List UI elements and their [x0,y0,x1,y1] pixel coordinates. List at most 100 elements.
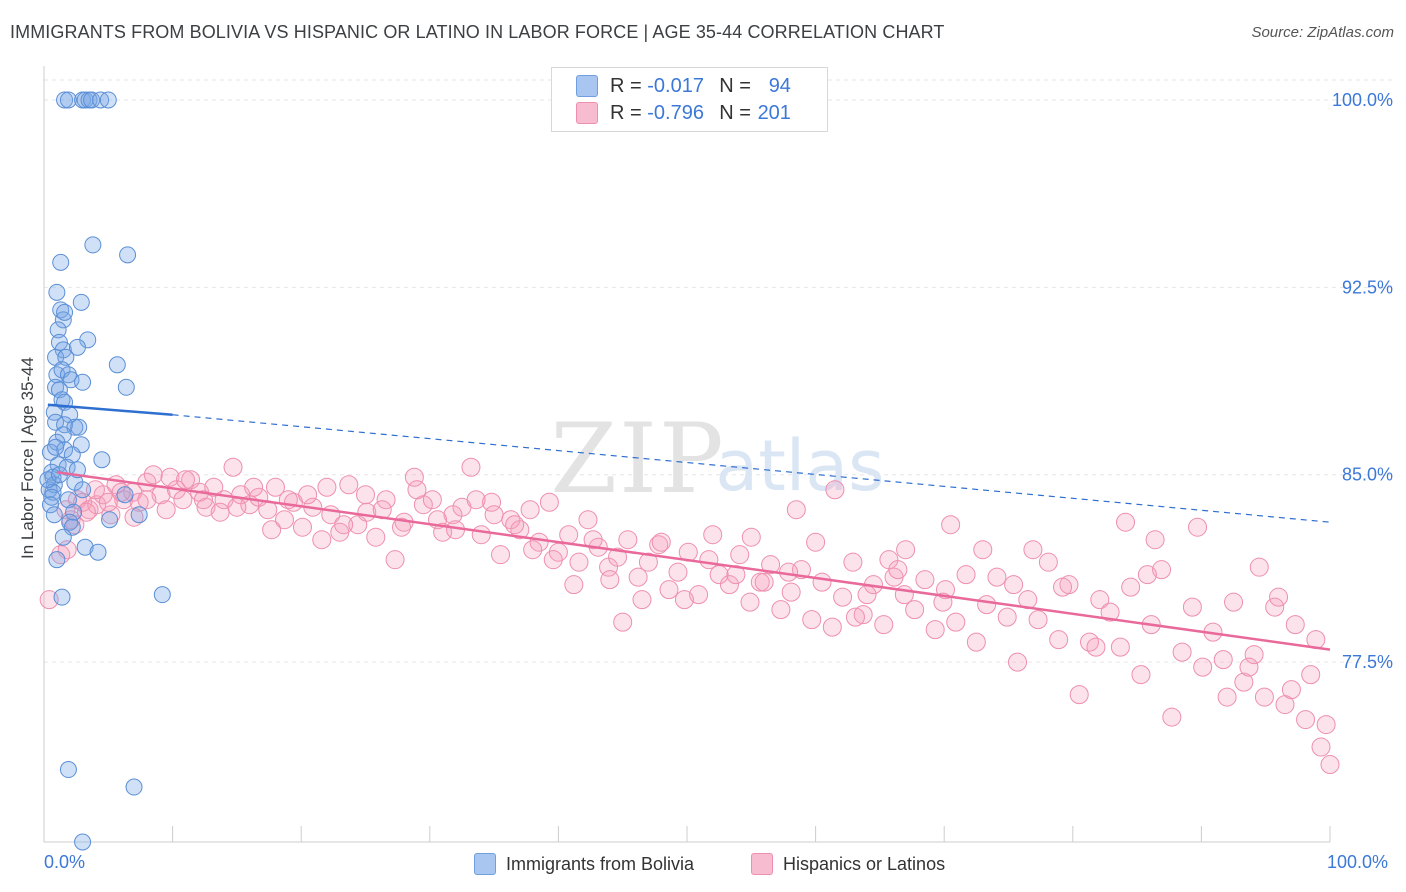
x-tick-label-max: 100.0% [1327,852,1389,872]
bolivia-point [47,438,65,456]
hispanic-point [539,492,559,512]
hispanic-point [143,465,163,485]
hispanic-point [1090,590,1110,610]
hispanic-point [156,500,176,520]
bolivia-point [48,551,66,569]
hispanic-point [1023,540,1043,560]
bolivia-point [50,466,68,484]
legend-row-bolivia: R = -0.017 N = 94 [576,74,791,98]
hispanic-point [699,550,719,570]
hispanic-point [1316,715,1336,735]
hispanic-point [137,490,157,510]
hispanic-point [825,480,845,500]
bolivia-point [76,538,94,556]
hispanic-point [1239,657,1259,677]
hispanic-point [317,477,337,497]
chart-title: IMMIGRANTS FROM BOLIVIA VS HISPANIC OR L… [10,22,945,42]
hispanic-point [966,632,986,652]
hispanic-point [741,527,761,547]
bolivia-point [125,778,143,796]
hispanic-point [482,492,502,512]
bolivia-point [56,91,74,109]
hispanic-point [946,612,966,632]
bolivia-point [74,833,92,851]
hispanic-point [730,545,750,565]
hispanic-point [466,490,486,510]
hispanic-point [1080,632,1100,652]
hispanic-point [385,550,405,570]
bolivia-point [101,511,119,529]
source-label: Source: ZipAtlas.com [1251,24,1394,41]
hispanic-point [618,530,638,550]
legend-n-value: 201 [757,101,791,124]
hispanic-point [977,595,997,615]
hispanic-point [196,497,216,517]
hispanic-point [638,552,658,572]
hispanic-point [129,492,149,512]
hispanic-point [392,517,412,537]
hispanic-point [843,552,863,572]
hispanic-point [1296,710,1316,730]
bolivia-point [59,761,77,779]
hispanic-point [292,517,312,537]
hispanic-point [1217,687,1237,707]
hispanic-point [1049,630,1069,650]
hispanic-point [628,567,648,587]
hispanic-point [173,490,193,510]
hispanic-point [1265,597,1285,617]
bolivia-trend-extension [172,414,1331,523]
hispanic-legend-swatch [751,853,773,875]
hispanic-point [740,592,760,612]
hispanic-trend-line [56,471,1331,651]
hispanic-point [298,485,318,505]
hispanic-point [85,480,105,500]
bolivia-trend-line [47,403,173,417]
hispanic-point [1249,557,1269,577]
hispanic-point [761,555,781,575]
hispanic-point [523,540,543,560]
hispanic-point [461,457,481,477]
bolivia-point [63,446,81,464]
hispanic-point [1301,665,1321,685]
bolivia-point [56,303,74,321]
bolivia-point [117,378,135,396]
hispanic-point [1152,560,1172,580]
hispanic-point [956,565,976,585]
hispanic-point [1008,652,1028,672]
bolivia-point [41,443,59,461]
hispanic-point [754,572,774,592]
hispanic-point [366,527,386,547]
hispanic-point [915,570,935,590]
hispanic-point [703,525,723,545]
hispanic-point [204,477,224,497]
bolivia-point [49,321,67,339]
bolivia-legend-swatch [474,853,496,875]
hispanic-point [1188,517,1208,537]
bolivia-point [53,588,71,606]
hispanic-point [1254,687,1274,707]
hispanic-point [1137,565,1157,585]
bolivia-point [130,506,148,524]
bolivia-point [50,381,68,399]
hispanic-point [484,505,504,525]
hispanic-point [649,535,669,555]
hispanic-point [659,580,679,600]
hispanic-point [973,540,993,560]
hispanic-point [98,492,118,512]
bolivia-point [72,293,90,311]
hispanic-point [101,505,121,525]
hispanic-point [265,477,285,497]
hispanic-point [719,575,739,595]
hispanic-point [334,515,354,535]
hispanic-point [1269,587,1289,607]
bolivia-point [53,391,71,409]
hispanic-point [1038,552,1058,572]
hispanic-point [356,485,375,505]
hispanic-point [564,575,584,595]
bolivia-point [45,506,63,524]
hispanic-point [806,532,826,552]
hispanic-point [905,600,925,620]
bolivia-point [48,283,66,301]
